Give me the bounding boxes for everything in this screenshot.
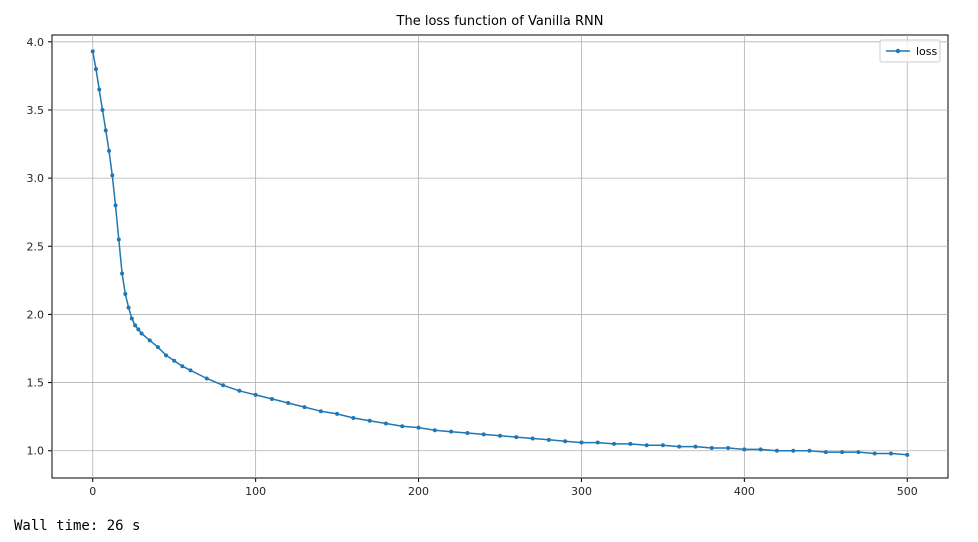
data-point [116,237,121,242]
data-point [546,437,551,442]
data-point [693,444,698,449]
data-point [188,368,193,373]
legend-label-loss: loss [916,45,938,58]
data-point [133,323,138,328]
y-tick-label: 1.5 [27,377,45,390]
data-point [351,416,356,421]
x-tick-label: 100 [245,485,266,498]
legend-marker-swatch [895,48,901,54]
data-point [449,429,454,434]
data-point [660,443,665,448]
data-point [136,327,141,332]
data-point [726,446,731,451]
data-point [129,316,134,321]
data-point [383,421,388,426]
data-point [204,376,209,381]
grid-lines [52,35,948,478]
data-point [400,424,405,429]
x-tick-label: 500 [897,485,918,498]
data-point [758,447,763,452]
data-point [164,353,169,358]
data-point [677,444,682,449]
data-point [120,271,125,276]
series-line-loss [91,51,908,456]
series-layer [90,49,910,457]
data-point [147,338,152,343]
data-point [481,432,486,437]
data-point [367,418,372,423]
data-point [856,450,861,455]
data-point [742,447,747,452]
data-point [335,411,340,416]
data-point [644,443,649,448]
legend: loss [879,39,941,63]
data-point [113,203,118,208]
data-point [126,305,131,310]
loss-chart: The loss function of Vanilla RNN 0 100 200… [27,14,949,498]
data-point [221,383,226,388]
y-tick-label: 3.5 [27,104,45,117]
data-point [269,396,274,401]
data-point [253,392,258,397]
y-tick-label: 4.0 [27,36,45,49]
data-point [432,428,437,433]
data-point [93,67,98,72]
data-point [100,107,105,112]
y-tick-label: 3.0 [27,172,45,185]
data-point [563,439,568,444]
data-point [97,87,102,92]
data-point [774,448,779,453]
data-point [465,431,470,436]
data-point [872,451,877,456]
data-point [302,405,307,410]
data-point [579,440,584,445]
data-point [905,452,910,457]
data-point [90,49,95,54]
data-point [612,441,617,446]
data-point [286,401,291,406]
y-tick-label: 2.0 [27,308,45,321]
data-point [628,441,633,446]
data-point [139,331,144,336]
data-point [155,345,160,350]
data-point [840,450,845,455]
data-point [888,451,893,456]
data-point [110,173,115,178]
chart-title: The loss function of Vanilla RNN [396,14,604,29]
data-point [416,425,421,430]
y-axis: 1.0 1.5 2.0 2.5 3.0 3.5 4.0 [27,36,52,458]
data-point [498,433,502,438]
data-point [791,448,796,453]
y-tick-label: 2.5 [27,240,45,253]
data-point [237,388,242,393]
x-tick-label: 400 [734,485,755,498]
x-tick-label: 200 [408,485,429,498]
data-point [180,364,185,369]
data-point [172,358,177,363]
plot-area-frame [51,34,949,479]
x-tick-label: 0 [89,485,96,498]
wall-time-output: Wall time: 26 s [14,518,141,534]
data-point [107,148,112,153]
data-point [530,436,535,441]
y-tick-label: 1.0 [27,445,45,458]
x-tick-label: 300 [571,485,592,498]
data-point [807,448,812,453]
data-point [103,128,108,133]
data-point [709,446,714,451]
data-point [318,409,323,414]
data-point [123,291,128,296]
data-point [514,435,519,440]
x-axis: 0 100 200 300 400 500 [89,478,918,498]
data-point [595,440,600,445]
data-point [823,450,828,455]
